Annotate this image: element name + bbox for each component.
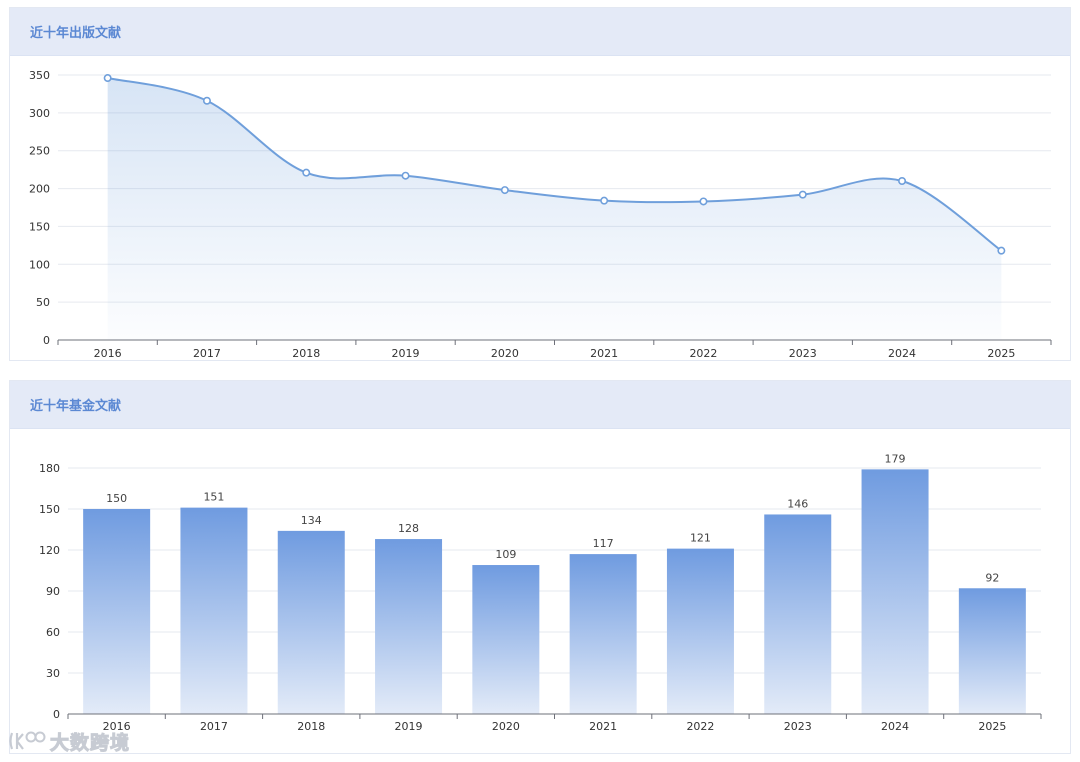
line-y-tick-label: 250 (29, 145, 50, 158)
bar-x-tick-label: 2024 (881, 720, 909, 733)
line-x-tick-label: 2022 (689, 347, 717, 360)
line-y-tick-label: 350 (29, 69, 50, 82)
bar-y-tick-label: 90 (46, 585, 60, 598)
bar-2024 (861, 469, 929, 714)
line-x-tick-label: 2020 (491, 347, 519, 360)
bar-2019 (375, 539, 443, 714)
bar-value-label: 121 (690, 532, 711, 545)
bar-x-tick-label: 2018 (297, 720, 325, 733)
line-x-tick-label: 2016 (94, 347, 122, 360)
bar-x-tick-label: 2016 (103, 720, 131, 733)
bar-x-tick-label: 2022 (686, 720, 714, 733)
line-point-2022 (699, 197, 708, 206)
bar-y-tick-label: 180 (39, 462, 60, 475)
bar-2017 (180, 507, 248, 714)
line-x-tick-label: 2018 (292, 347, 320, 360)
publications-panel-header: 近十年出版文献 (10, 8, 1070, 56)
funding-panel-header: 近十年基金文献 (10, 381, 1070, 429)
line-series (107, 77, 1002, 252)
bar-value-label: 134 (301, 514, 322, 527)
publications-panel-title: 近十年出版文献 (30, 26, 122, 41)
line-point-2017 (202, 96, 211, 105)
watermark: 大数跨境 (8, 728, 130, 754)
bar-2025 (958, 588, 1026, 714)
line-y-tick-label: 50 (36, 296, 50, 309)
bar-value-label: 150 (106, 492, 127, 505)
bar-y-tick-label: 120 (39, 544, 60, 557)
line-y-tick-label: 150 (29, 220, 50, 233)
watermark-logo-icon (9, 731, 46, 750)
line-point-2021 (600, 196, 609, 205)
line-y-tick-label: 300 (29, 107, 50, 120)
bar-x-tick-label: 2020 (492, 720, 520, 733)
line-area-fill (107, 78, 1002, 341)
bar-y-tick-label: 60 (46, 626, 60, 639)
bar-y-tick-label: 30 (46, 667, 60, 680)
watermark-text: 大数跨境 (49, 731, 131, 754)
bar-x-tick-label: 2017 (200, 720, 228, 733)
line-point-2016 (103, 74, 112, 83)
funding-panel-title: 近十年基金文献 (30, 399, 122, 414)
bar-value-label: 109 (495, 548, 516, 561)
bar-x-tick-label: 2019 (395, 720, 423, 733)
line-point-2024 (898, 177, 907, 186)
line-point-2020 (500, 186, 509, 195)
line-point-2025 (997, 246, 1006, 255)
bar-x-tick-label: 2021 (589, 720, 617, 733)
bar-y-tick-label: 150 (39, 503, 60, 516)
line-y-tick-label: 100 (29, 258, 50, 271)
bar-value-label: 179 (885, 452, 906, 465)
bar-2022 (666, 548, 734, 714)
line-point-2019 (401, 171, 410, 180)
line-x-tick-label: 2019 (392, 347, 420, 360)
line-x-tick-label: 2017 (193, 347, 221, 360)
bar-value-label: 146 (787, 497, 808, 510)
bar-value-label: 151 (203, 491, 224, 504)
line-x-tick-label: 2025 (987, 347, 1015, 360)
line-x-tick-label: 2023 (789, 347, 817, 360)
bar-value-label: 117 (593, 537, 614, 550)
bar-2016 (83, 509, 151, 714)
bar-value-label: 92 (985, 571, 999, 584)
bar-2023 (764, 514, 832, 714)
bar-2021 (569, 554, 637, 714)
line-x-tick-label: 2021 (590, 347, 618, 360)
bar-y-tick-label: 0 (53, 708, 60, 721)
line-point-2018 (302, 168, 311, 177)
line-y-tick-label: 200 (29, 183, 50, 196)
bar-x-tick-label: 2025 (978, 720, 1006, 733)
line-y-tick-label: 0 (43, 334, 50, 347)
bar-2020 (472, 565, 540, 714)
line-point-2023 (798, 190, 807, 199)
bar-value-label: 128 (398, 522, 419, 535)
bar-x-tick-label: 2023 (784, 720, 812, 733)
line-x-tick-label: 2024 (888, 347, 916, 360)
bar-2018 (277, 530, 345, 714)
